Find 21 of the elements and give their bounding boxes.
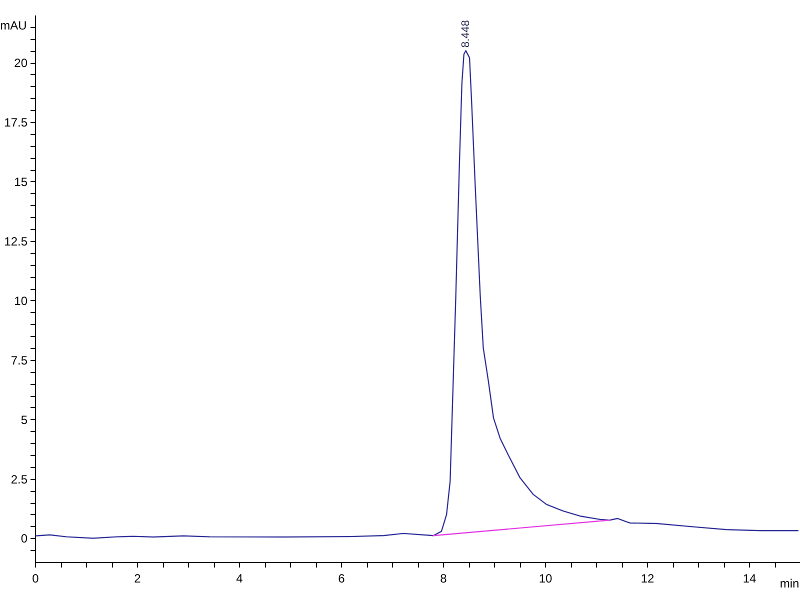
y-axis-title: mAU bbox=[0, 18, 27, 32]
x-tick-label: 10 bbox=[538, 572, 552, 586]
line-series bbox=[35, 50, 799, 539]
y-tick-label: 5 bbox=[20, 412, 28, 427]
y-tick-label: 10 bbox=[14, 294, 28, 308]
x-tick-label: 14 bbox=[742, 572, 756, 586]
x-tick-label: 4 bbox=[236, 572, 244, 586]
y-tick-label: 17.5 bbox=[4, 116, 28, 130]
y-tick-label: 7.5 bbox=[10, 353, 28, 368]
y-tick-label: 2.5 bbox=[10, 472, 28, 486]
x-axis-title: min bbox=[780, 576, 800, 590]
x-tick-label: 2 bbox=[134, 572, 142, 586]
annotation: 8.448 bbox=[460, 20, 472, 48]
y-tick-label: 0 bbox=[20, 532, 28, 546]
x-tick-label: 6 bbox=[338, 572, 346, 586]
x-tick-label: 12 bbox=[640, 572, 654, 586]
x-tick-label: 8 bbox=[440, 572, 448, 586]
y-tick-label: 20 bbox=[14, 56, 28, 70]
y-tick-label: 12.5 bbox=[4, 234, 28, 248]
y-tick-label: 15 bbox=[14, 174, 28, 189]
x-tick-label: 0 bbox=[32, 572, 40, 586]
